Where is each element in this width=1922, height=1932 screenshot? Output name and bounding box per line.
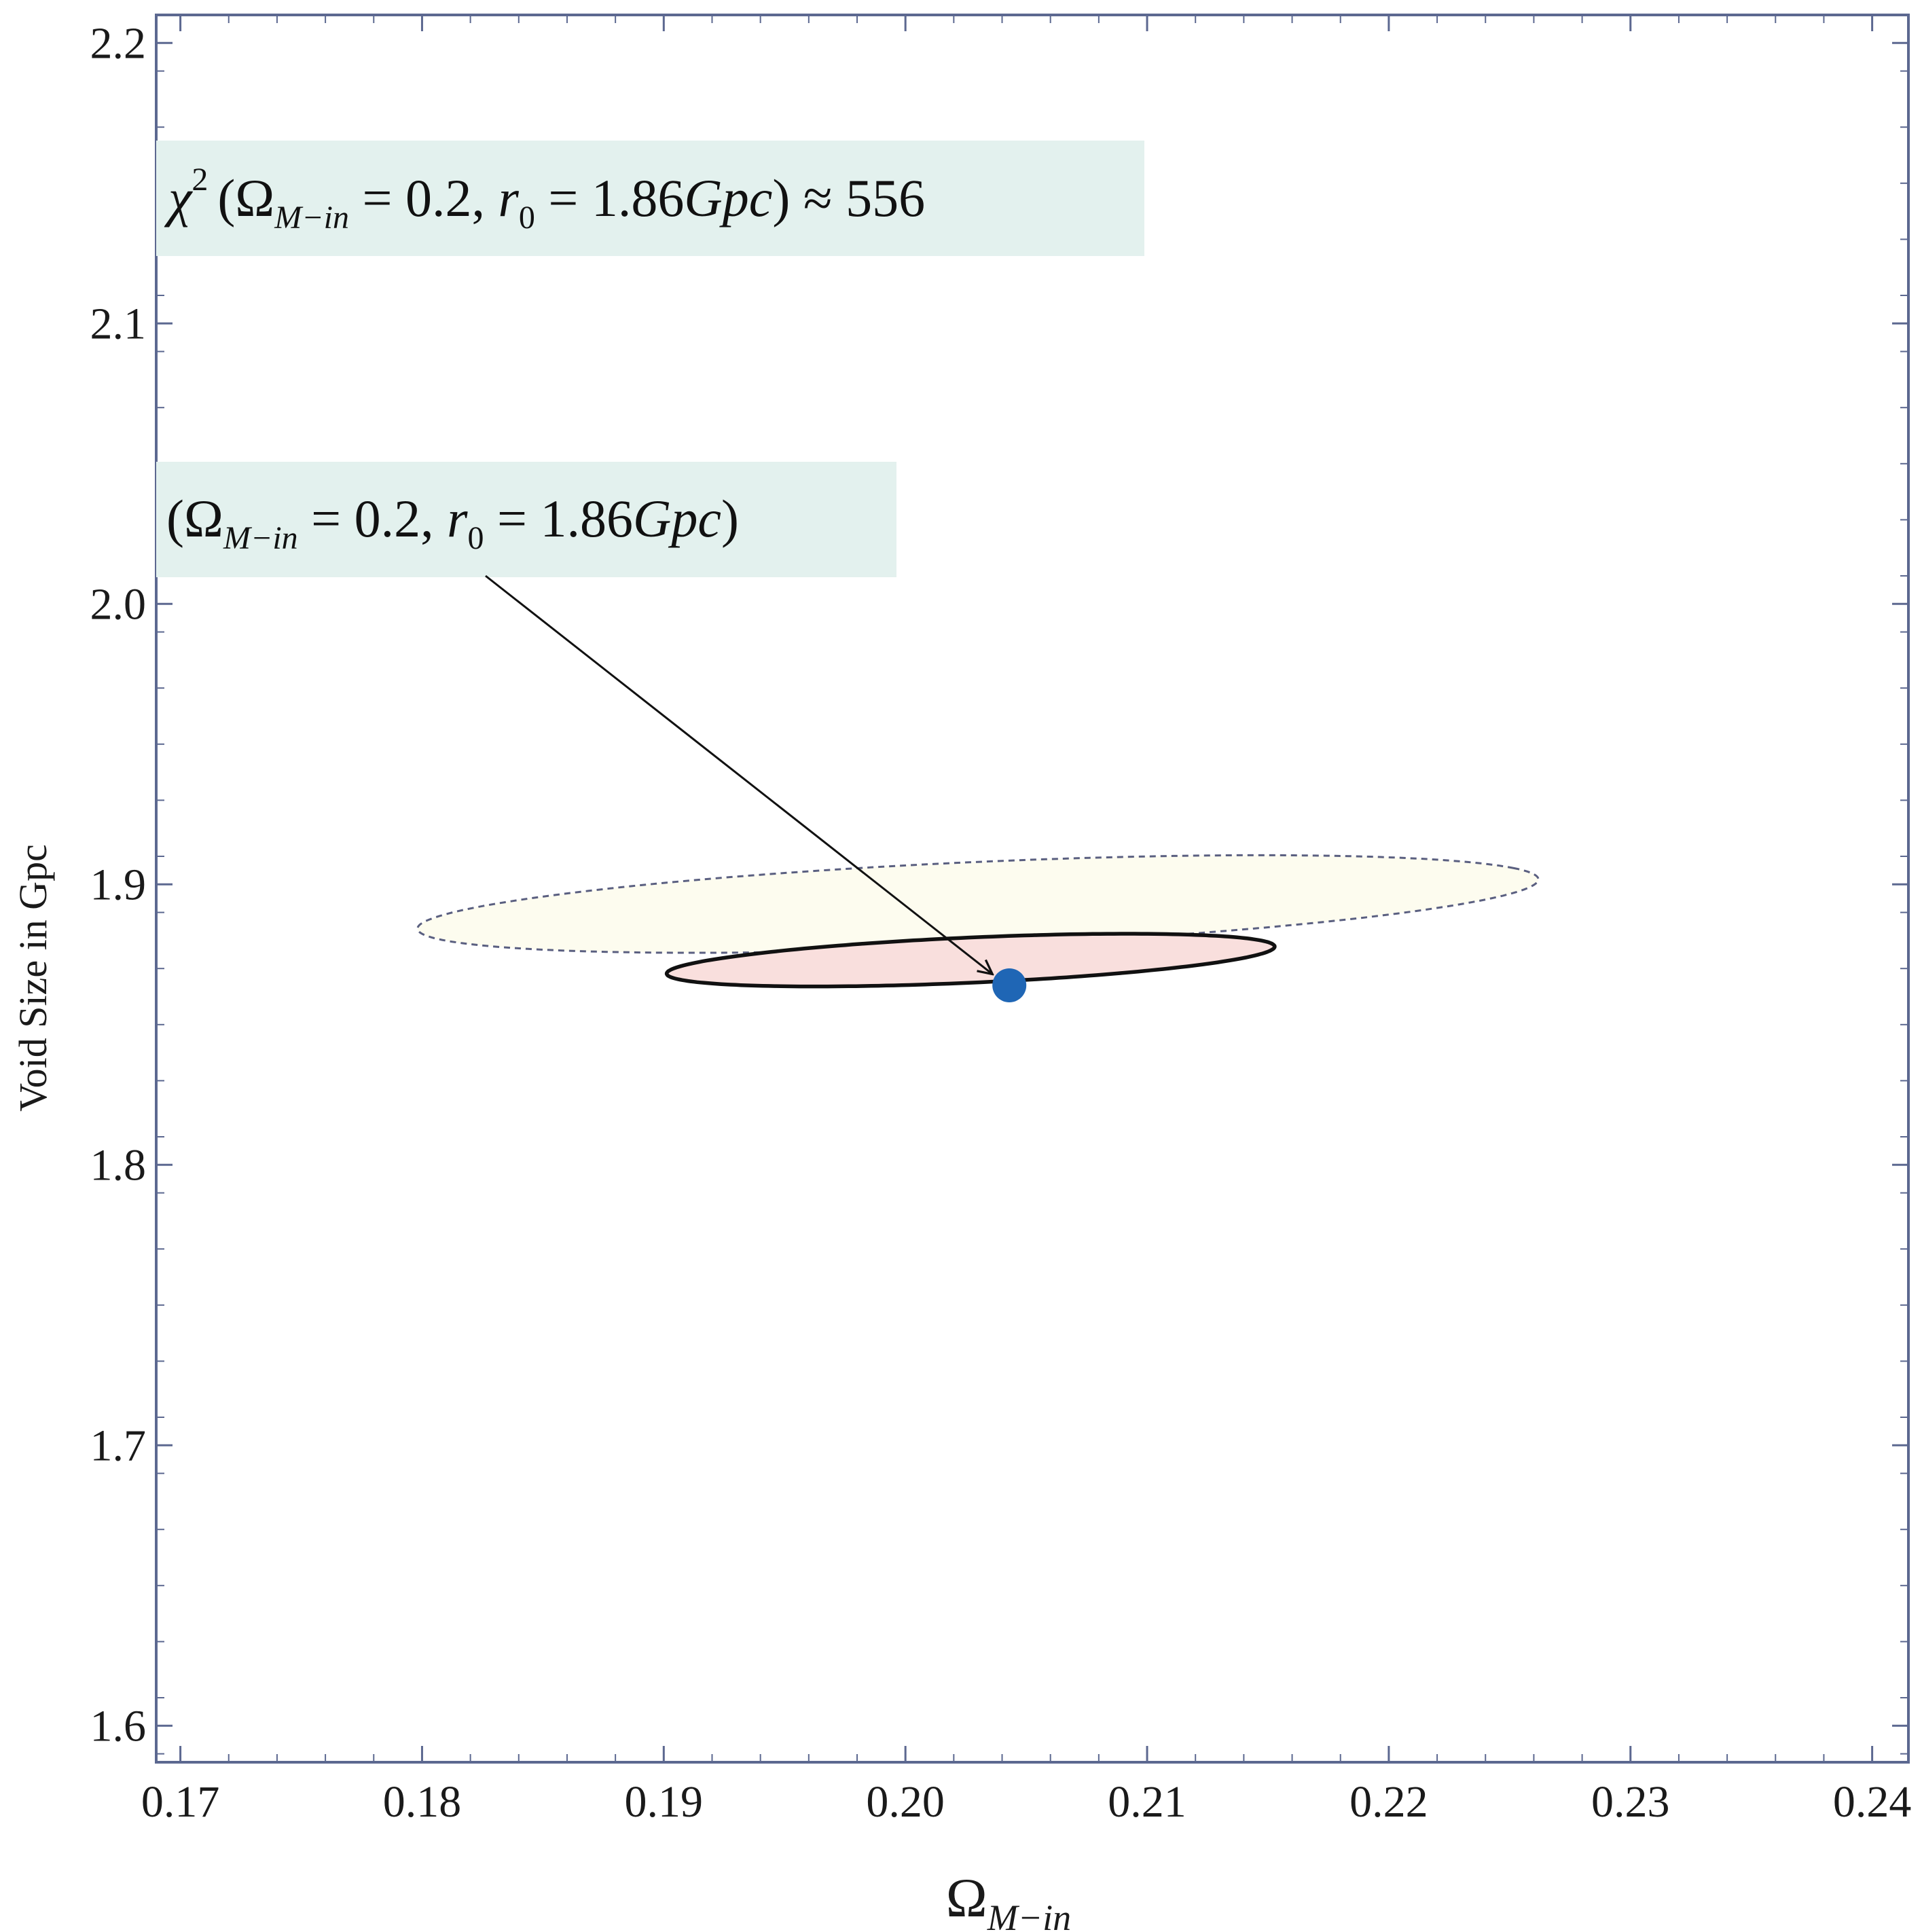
x-tick-label: 0.23	[1591, 1777, 1670, 1827]
y-tick-label: 1.6	[90, 1701, 147, 1751]
x-tick-label: 0.24	[1833, 1777, 1912, 1827]
y-tick-label: 2.0	[90, 579, 147, 629]
y-tick-label: 2.2	[90, 18, 147, 68]
best-fit-annotation: (ΩM−in = 0.2, r0 = 1.86Gpc)	[156, 462, 992, 974]
chi2-annotation-background	[156, 141, 1144, 256]
best-fit-point	[992, 968, 1027, 1002]
y-tick-label: 1.8	[90, 1140, 147, 1190]
y-tick-label: 1.9	[90, 860, 147, 909]
chi2-annotation-text: χ2 (ΩM−in = 0.2, r0 = 1.86Gpc) ≈ 556	[164, 162, 925, 236]
x-tick-label: 0.17	[141, 1777, 220, 1827]
x-tick-label: 0.20	[866, 1777, 945, 1827]
x-tick-label: 0.22	[1349, 1777, 1428, 1827]
confidence-regions	[416, 854, 1540, 989]
chi2-annotation: χ2 (ΩM−in = 0.2, r0 = 1.86Gpc) ≈ 556	[156, 141, 1144, 256]
x-tick-label: 0.21	[1108, 1777, 1186, 1827]
plot-frame	[155, 14, 1910, 1764]
best-fit-arrow	[485, 575, 992, 974]
x-tick-label: 0.18	[383, 1777, 462, 1827]
x-axis: 0.17 0.18 0.19 0.20 0.21 0.22 0.23 0.24	[141, 15, 1912, 1827]
x-tick-label: 0.19	[625, 1777, 704, 1827]
best-fit-annotation-background	[156, 462, 896, 577]
y-axis: 1.6 1.7 1.8 1.9 2.0 2.1 2.2	[90, 18, 1908, 1755]
confidence-region-inner	[664, 932, 1277, 989]
best-fit-annotation-text: (ΩM−in = 0.2, r0 = 1.86Gpc)	[166, 489, 739, 556]
y-tick-label: 2.1	[90, 299, 147, 348]
y-axis-title: Void Size in Gpc	[11, 844, 55, 1112]
confidence-region-outer	[416, 854, 1540, 954]
x-axis-title: ΩM−in	[946, 1867, 1071, 1932]
y-tick-label: 1.7	[90, 1421, 147, 1470]
data-points	[992, 968, 1027, 1002]
